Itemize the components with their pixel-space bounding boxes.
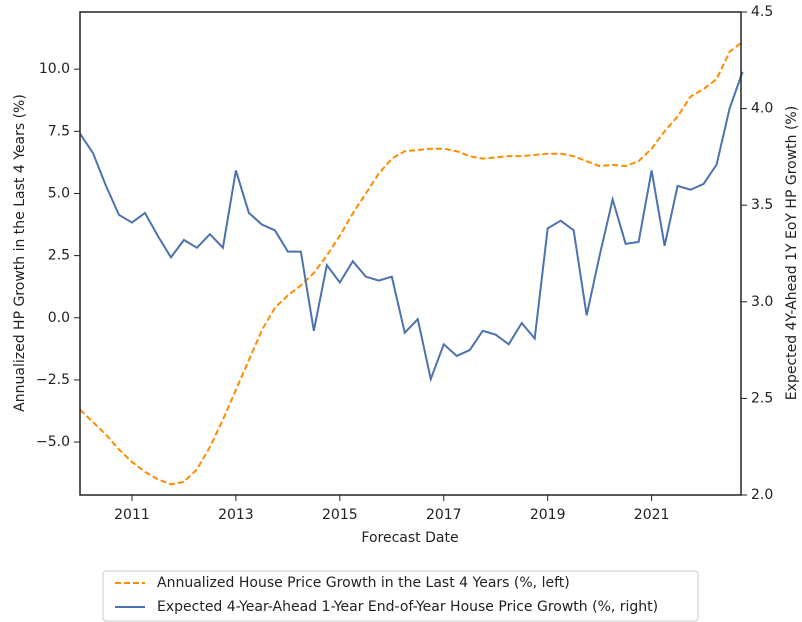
plot-frame (79, 11, 742, 496)
legend-label: Expected 4-Year-Ahead 1-Year End-of-Year… (157, 599, 658, 615)
y2-tick-label: 3.5 (751, 197, 773, 213)
y-axis-title: Annualized HP Growth in the Last 4 Years… (12, 94, 28, 412)
y-tick-label: −5.0 (36, 434, 70, 450)
x-tick-label: 2015 (322, 507, 358, 523)
y-tick-label: 5.0 (48, 185, 70, 201)
y2-tick-label: 3.0 (751, 294, 773, 310)
x-tick-label: 2021 (634, 507, 670, 523)
y2-axis-title: Expected 4Y-Ahead 1Y EoY HP Growth (%) (784, 106, 800, 400)
y-tick-label: −2.5 (36, 372, 70, 388)
y-tick-label: 7.5 (48, 123, 70, 139)
x-tick-label: 2019 (530, 507, 566, 523)
x-tick-label: 2011 (114, 507, 150, 523)
data-line (79, 41, 744, 486)
y2-tick-label: 4.5 (751, 4, 773, 20)
y2-tick-label: 2.0 (751, 487, 773, 503)
legend-label: Annualized House Price Growth in the Las… (157, 575, 570, 591)
y-tick-label: 2.5 (48, 248, 70, 264)
data-line (79, 71, 744, 383)
x-tick-label: 2013 (218, 507, 254, 523)
x-axis-title: Forecast Date (361, 530, 458, 546)
y-tick-label: 10.0 (39, 61, 70, 77)
x-tick-label: 2017 (426, 507, 462, 523)
y2-tick-label: 4.0 (751, 101, 773, 117)
legend-box (102, 570, 699, 622)
y2-tick-label: 2.5 (751, 390, 773, 406)
y-tick-label: 0.0 (48, 310, 70, 326)
